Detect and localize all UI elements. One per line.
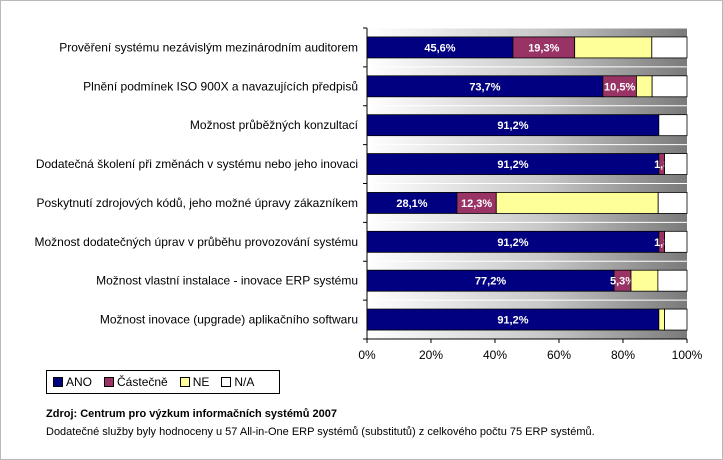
bar-ne-0 xyxy=(574,36,653,59)
legend-swatch xyxy=(179,377,190,387)
x-tick-label: 80% xyxy=(611,348,635,362)
bar-ne-6 xyxy=(630,269,659,292)
data-label: 91,2% xyxy=(497,120,528,132)
bar-n-a-1 xyxy=(651,75,688,98)
legend-swatch xyxy=(53,377,63,387)
chart-legend: ANO Částečně NE N/A xyxy=(46,370,280,394)
x-tick-label: 40% xyxy=(483,348,507,362)
legend-item: NE xyxy=(179,375,210,389)
bar-n-a-0 xyxy=(651,36,688,59)
category-label: Možnost dodatečných úprav v průběhu prov… xyxy=(34,235,358,249)
data-label: 77,2% xyxy=(475,276,506,288)
category-label: Možnost vlastní instalace - inovace ERP … xyxy=(96,274,358,288)
legend-label: N/A xyxy=(234,375,255,389)
category-label: Poskytnutí zdrojových kódů, jeho možné ú… xyxy=(37,196,359,210)
data-label: 91,2% xyxy=(497,159,528,171)
data-label: 5,3% xyxy=(610,276,635,288)
source-text: Zdroj: Centrum pro výzkum informačních s… xyxy=(46,408,337,420)
chart-plot: 45,6% 19,3% Prověření systému nezávislým m… xyxy=(34,27,703,362)
bar-ne-4 xyxy=(495,192,659,214)
legend-item: Částečně xyxy=(104,375,168,389)
legend-label: Částečně xyxy=(117,375,168,389)
legend-swatch xyxy=(104,377,115,387)
bar-n-a-2 xyxy=(658,114,688,137)
legend-swatch xyxy=(221,377,232,387)
data-label: 91,2% xyxy=(497,237,528,249)
bar-n-a-7 xyxy=(664,308,688,331)
legend-label: NE xyxy=(192,375,210,389)
bar-n-a-4 xyxy=(657,192,688,214)
bar-n-a-6 xyxy=(657,269,688,292)
bar-ne-7 xyxy=(658,308,666,331)
category-label: Prověření systému nezávislým mezinárodní… xyxy=(59,40,358,54)
data-label: 12,3% xyxy=(461,198,492,210)
bar-n-a-3 xyxy=(664,153,688,175)
data-label: 10,5% xyxy=(604,81,635,93)
legend-label: ANO xyxy=(66,375,93,389)
x-tick-label: 0% xyxy=(358,348,376,362)
data-label: 19,3% xyxy=(528,42,559,54)
data-label: 91,2% xyxy=(497,315,528,327)
data-label: 45,6% xyxy=(424,42,455,54)
legend-item: N/A xyxy=(221,375,254,389)
legend-item: ANO xyxy=(53,375,92,389)
x-tick-label: 100% xyxy=(672,348,703,362)
bar-n-a-5 xyxy=(664,230,688,253)
x-tick-label: 20% xyxy=(419,348,443,362)
bar-ne-1 xyxy=(636,75,653,98)
data-label: 28,1% xyxy=(396,198,427,210)
data-label: 73,7% xyxy=(469,81,500,93)
category-label: Možnost průběžných konzultací xyxy=(190,118,359,132)
category-label: Možnost inovace (upgrade) aplikačního so… xyxy=(100,313,358,327)
category-label: Plnění podmínek ISO 900X a navazujících … xyxy=(83,79,358,93)
category-label: Dodatečná školení při změnách v systému … xyxy=(36,157,358,171)
x-tick-label: 60% xyxy=(547,348,571,362)
note-text: Dodatečné služby byly hodnoceny u 57 All… xyxy=(46,426,595,438)
